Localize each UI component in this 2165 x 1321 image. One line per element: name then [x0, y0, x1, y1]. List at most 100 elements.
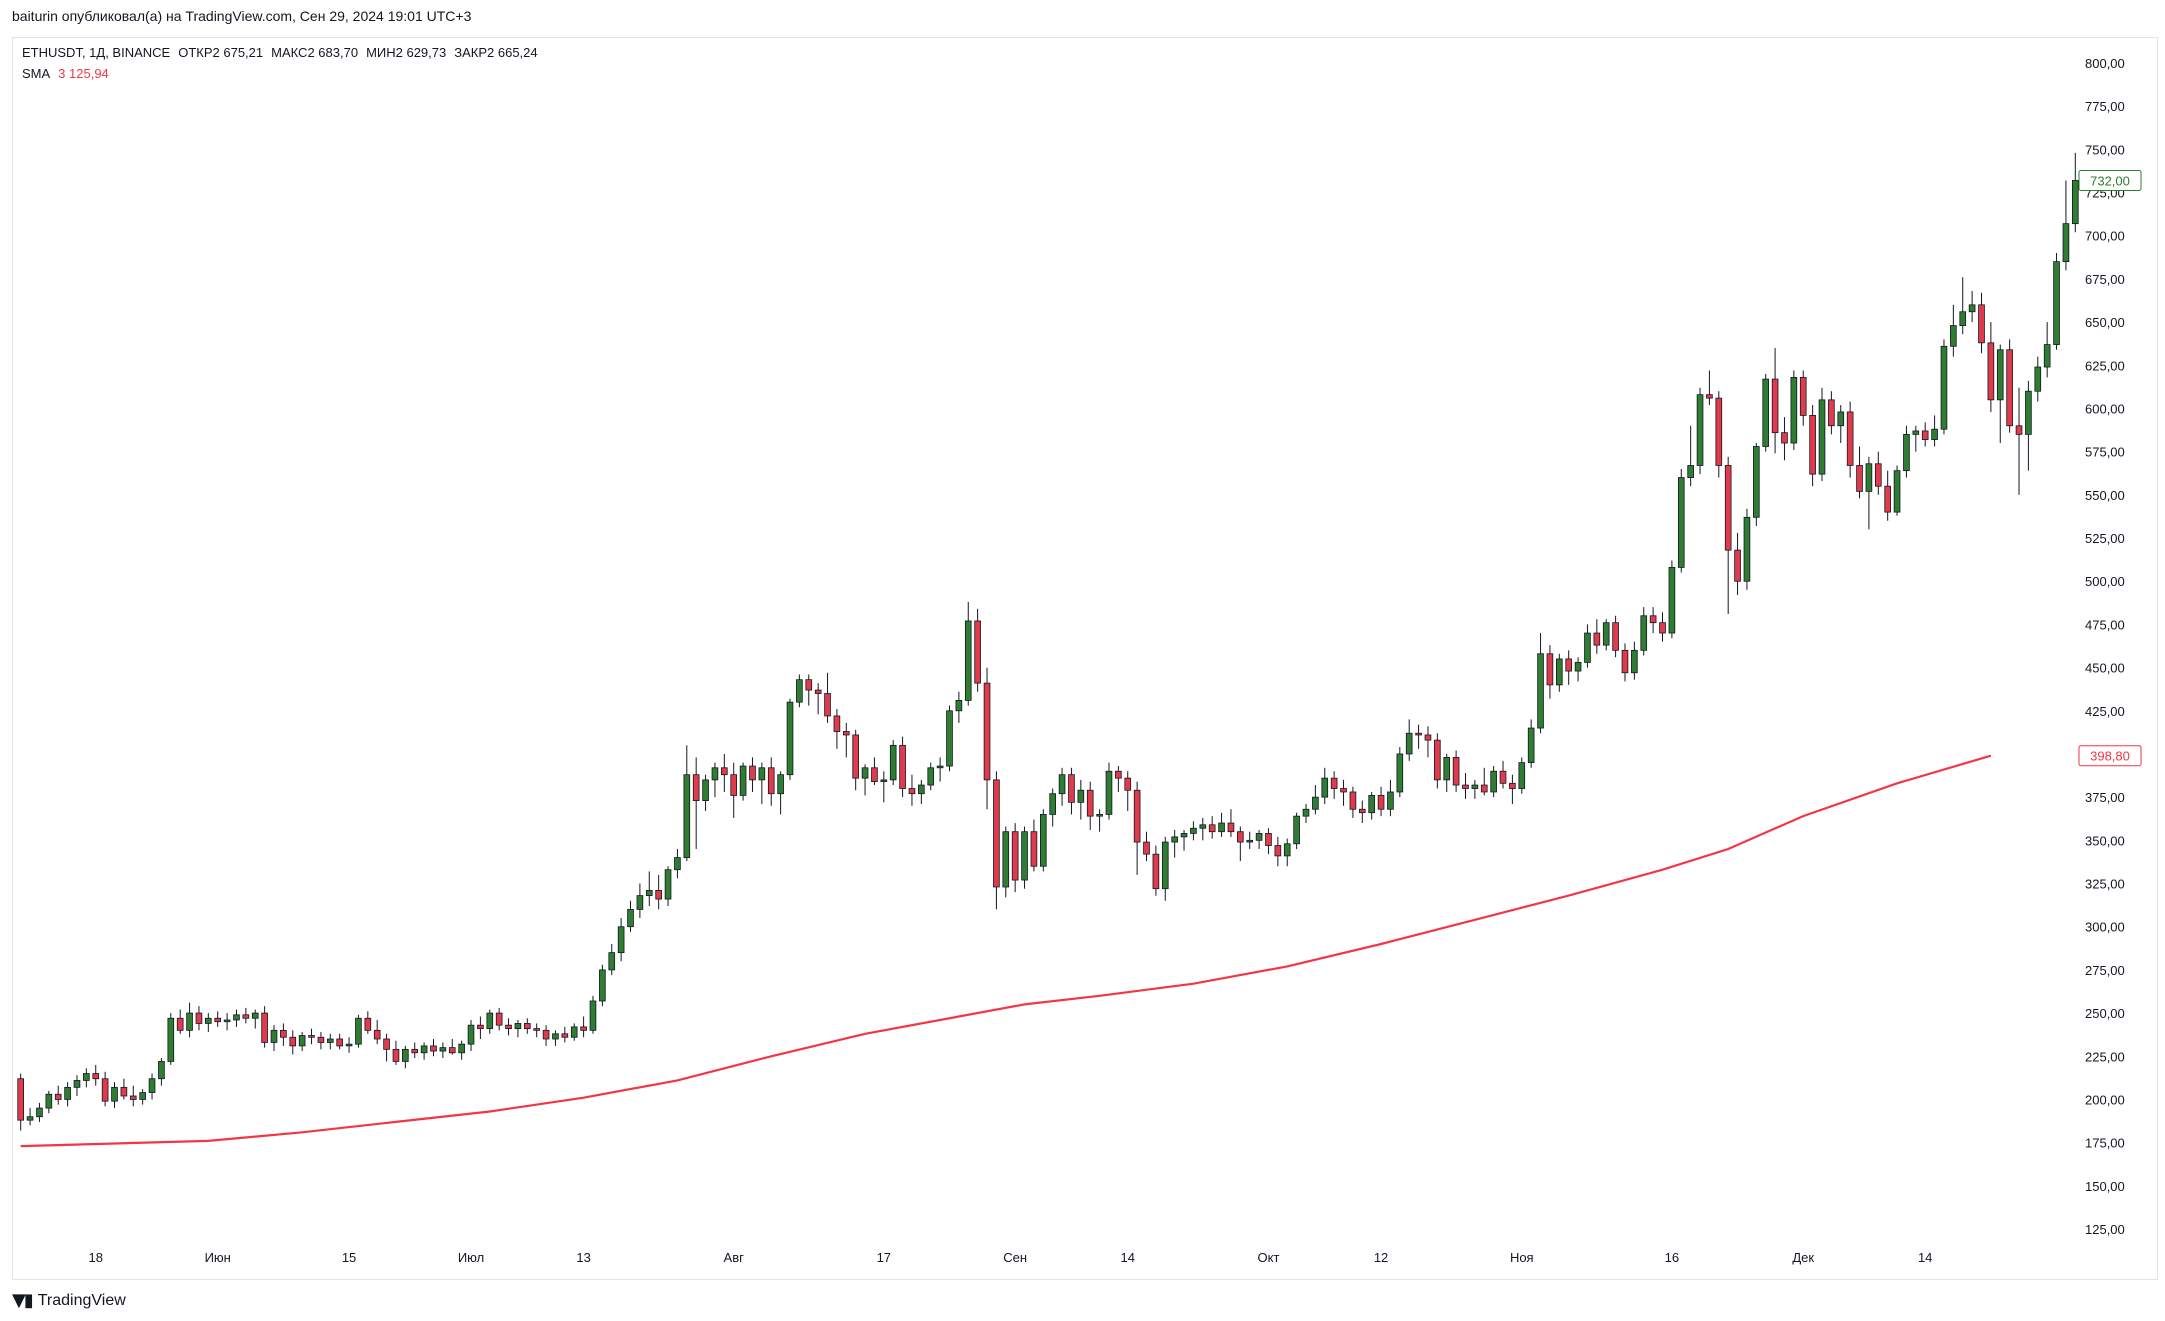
candle-up — [570, 1023, 578, 1041]
candle-up — [711, 762, 719, 798]
candle-up — [683, 745, 691, 862]
candle-down — [1115, 766, 1122, 792]
candle-body — [1312, 796, 1319, 810]
candle-up — [223, 1013, 231, 1031]
y-tick-label: 325,00 — [2085, 877, 2125, 892]
candle-body — [946, 710, 953, 767]
y-tick-label: 750,00 — [2085, 142, 2125, 157]
y-tick-label: 600,00 — [2085, 401, 2125, 416]
candle-body — [758, 767, 766, 781]
candle-down — [1377, 786, 1385, 817]
candle-down — [1621, 643, 1629, 682]
candle-down — [1086, 781, 1094, 830]
candle-body — [1771, 378, 1779, 434]
candle-body — [336, 1038, 343, 1047]
candle-up — [514, 1019, 522, 1038]
candle-body — [721, 767, 728, 776]
y-tick-label: 300,00 — [2085, 920, 2125, 935]
candle-up — [1687, 425, 1694, 487]
candle-body — [1180, 833, 1188, 838]
low-value-group: МИН2 629,73 — [366, 42, 446, 63]
candle-body — [1602, 622, 1610, 646]
candle-up — [1255, 829, 1263, 849]
candle-body — [1612, 622, 1619, 651]
candle-body — [1978, 304, 1985, 344]
candle-body — [1443, 757, 1451, 781]
candle-down — [767, 757, 775, 806]
y-tick-label: 350,00 — [2085, 833, 2125, 848]
candle-down — [814, 683, 822, 715]
candle-body — [1274, 845, 1282, 857]
candle-up — [1302, 804, 1310, 824]
candle-up — [1668, 560, 1676, 639]
x-tick-label: Июл — [458, 1250, 484, 1265]
candle-body — [1659, 622, 1666, 634]
candle-down — [908, 774, 916, 806]
candle-up — [1368, 791, 1375, 820]
candle-body — [1996, 349, 2004, 401]
candle-up — [1443, 753, 1451, 792]
candle-body — [1818, 399, 1826, 475]
candle-up — [599, 964, 606, 1007]
candle-up — [73, 1075, 81, 1096]
candle-body — [2043, 344, 2051, 368]
candle-body — [402, 1048, 409, 1062]
candle-down — [317, 1032, 325, 1050]
candle-up — [1105, 762, 1113, 820]
candle-body — [1096, 814, 1103, 817]
candle-body — [1884, 485, 1891, 513]
candle-down — [176, 1009, 184, 1034]
y-tick-label: 800,00 — [2085, 56, 2125, 71]
candle-body — [1621, 649, 1629, 674]
candle-body — [889, 744, 897, 781]
candle-down — [101, 1071, 109, 1107]
y-tick-label: 175,00 — [2085, 1136, 2125, 1151]
candle-up — [645, 871, 653, 906]
candle-down — [1208, 816, 1216, 839]
candle-up — [1049, 788, 1056, 827]
candle-body — [1068, 774, 1075, 803]
candle-body — [908, 788, 916, 795]
y-tick-label: 700,00 — [2085, 229, 2125, 244]
candle-body — [1218, 822, 1225, 833]
candle-down — [261, 1006, 268, 1048]
candle-body — [955, 700, 963, 712]
candle-down — [1143, 831, 1150, 862]
candle-body — [1283, 843, 1291, 857]
candle-up — [458, 1040, 465, 1060]
candle-body — [1077, 789, 1085, 803]
candle-down — [1152, 845, 1160, 896]
candle-down — [1771, 348, 1779, 454]
candle-body — [1677, 477, 1685, 568]
candle-up — [861, 764, 869, 796]
candle-body — [702, 779, 709, 802]
candle-down — [1856, 446, 1863, 499]
sma-price-tag-text: 398,80 — [2090, 749, 2130, 764]
candle-body — [73, 1080, 81, 1088]
candle-body — [842, 731, 850, 736]
candle-up — [1190, 821, 1197, 841]
candle-body — [1143, 841, 1150, 855]
y-tick-label: 425,00 — [2085, 704, 2125, 719]
candle-down — [1978, 292, 1985, 354]
candle-up — [2025, 380, 2032, 471]
candle-body — [1190, 827, 1197, 834]
sma-value: 3 125,94 — [58, 66, 109, 81]
candle-body — [880, 779, 888, 783]
candle-up — [1387, 779, 1394, 817]
x-tick-label: Авг — [724, 1250, 745, 1265]
candle-body — [1574, 662, 1582, 672]
candle-down — [1124, 771, 1132, 811]
sma-label[interactable]: SMA — [22, 66, 51, 81]
candle-down — [524, 1018, 531, 1034]
open-label: ОТКР — [178, 45, 213, 60]
candle-body — [1631, 649, 1638, 674]
candle-body — [1724, 465, 1732, 551]
candle-up — [1631, 641, 1638, 680]
candle-down — [1274, 836, 1282, 867]
chart-frame[interactable] — [12, 37, 2158, 1280]
tradingview-footer[interactable]: ▼▮ TradingView — [12, 1290, 126, 1311]
candle-body — [599, 969, 606, 1002]
symbol-label[interactable]: ETHUSDT, 1Д, BINANCE — [22, 45, 171, 60]
